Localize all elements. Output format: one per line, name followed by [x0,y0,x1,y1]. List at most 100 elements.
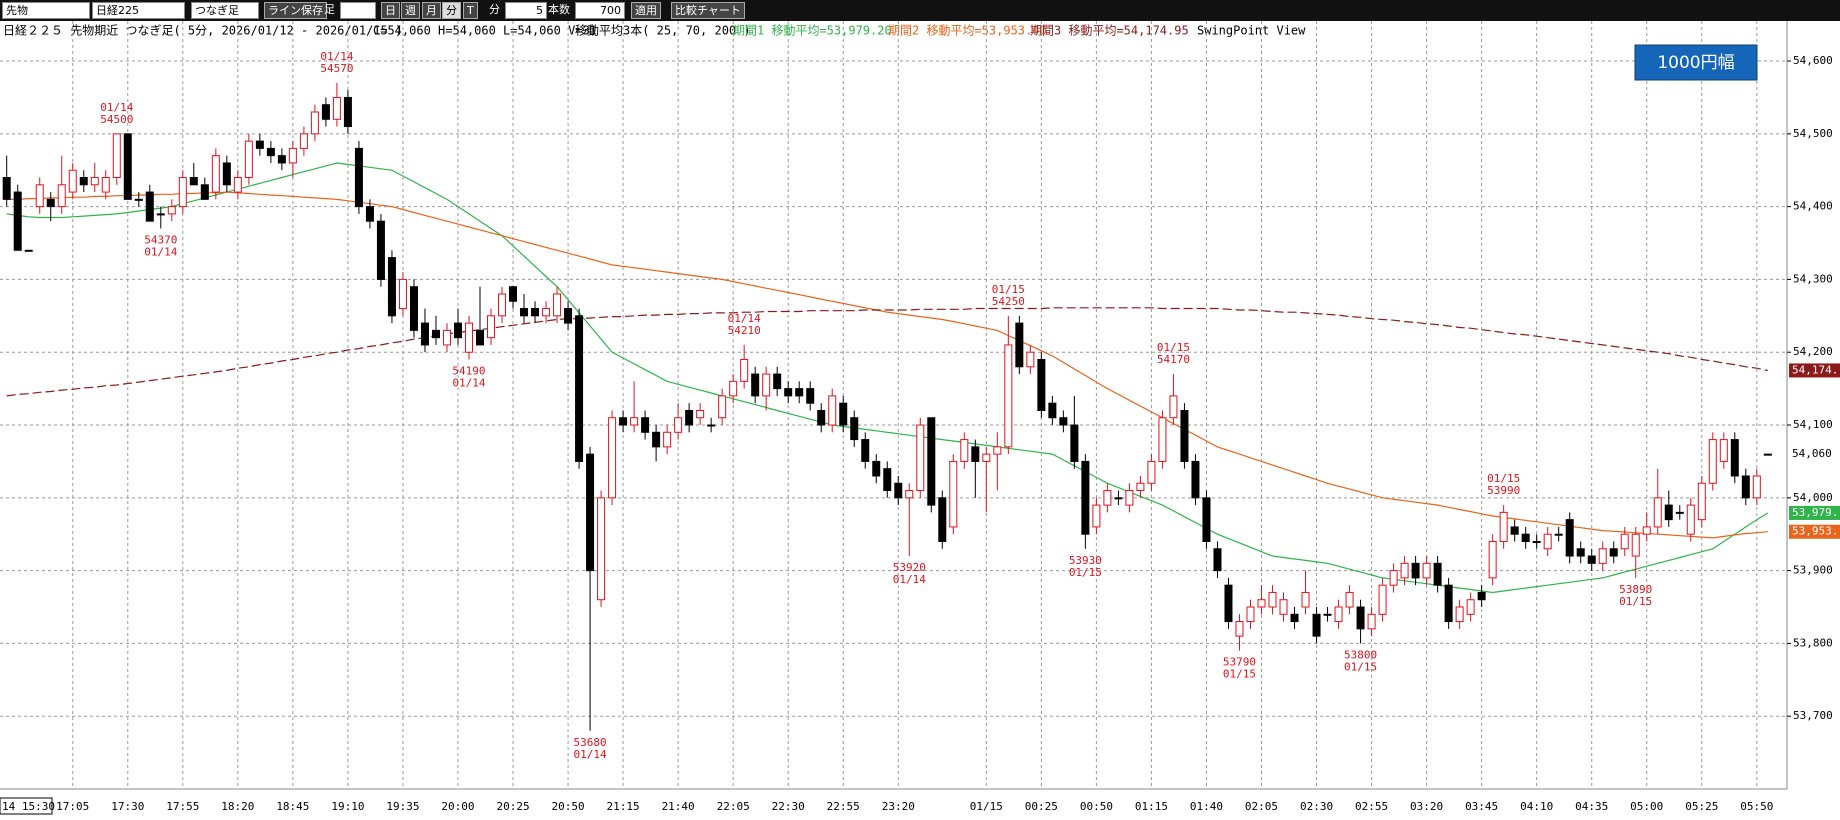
x-tick-label: 22:55 [827,800,860,813]
candle-body [905,490,914,499]
candle-body [1378,584,1387,615]
swing-date: 01/15 [1487,472,1520,485]
candle-body [464,322,473,353]
candle-body [1235,621,1244,637]
candle-body [376,220,385,280]
candle-body [927,417,936,506]
candle-body [564,308,573,324]
candle-body [1191,460,1200,499]
candle-body [1103,490,1112,506]
market-select[interactable]: 先物 [2,2,90,19]
candle-body [1323,613,1332,616]
candle-body [850,417,859,441]
candle-body [112,133,121,179]
price-tag [1789,363,1840,378]
candle-body [68,169,77,193]
apply-button[interactable]: 適用 [631,2,661,19]
compare-button[interactable]: 比較チャート [671,2,745,19]
candle-body [13,191,22,251]
price-tag [1789,505,1840,520]
candle-body [343,96,352,128]
swing-date: 01/14 [100,101,133,114]
x-tick-label: 18:45 [276,800,309,813]
candle-body [1565,519,1574,557]
price-tag [1789,524,1840,539]
candle-body [1741,475,1750,499]
candle-body [1169,395,1178,419]
candle-body [46,198,55,208]
x-tick-label: 00:50 [1080,800,1113,813]
price-tag-label: 54,060 [1792,447,1832,460]
bar-label: 足 [324,3,335,16]
candle-body [597,497,606,601]
y-tick-label: 53,800 [1793,636,1833,649]
candle-body [663,431,672,448]
symbol-select[interactable]: 日経225 [92,2,185,19]
swing-date: 01/15 [1069,566,1102,579]
candle-body [1488,540,1497,579]
candle-body [652,431,661,448]
candle-body [1070,424,1079,462]
candle-body [1466,599,1475,615]
candle-body [2,177,11,200]
interval-input[interactable]: 5 [505,2,547,19]
candle-body [1554,533,1563,536]
candle-body [1697,482,1706,521]
candle-body [431,329,440,339]
candle-body [1301,591,1310,608]
period-button[interactable]: 週 [401,2,420,19]
price-tag-label: 53,979. [1792,506,1838,519]
candle-body [420,322,429,346]
candle-body [883,468,892,492]
candle-body [1411,562,1420,579]
candle-body [1356,606,1365,630]
candle-body [1081,460,1090,535]
candle-body [1345,591,1354,608]
badge[interactable] [1634,44,1758,81]
candle-body [1675,511,1684,514]
swing-date: 01/14 [452,377,485,390]
y-tick-label: 54,000 [1793,491,1833,504]
x-tick-label: 01:15 [1135,800,1168,813]
price-tag-label: 54,174. [1792,363,1838,376]
count-input[interactable]: 700 [575,2,625,19]
candle-body [586,453,595,572]
candle-body [1631,533,1640,557]
period-button[interactable]: 分 [442,2,461,19]
candle-body [685,409,694,426]
period-button[interactable]: 月 [422,2,441,19]
kind-select[interactable]: つなぎ足 [191,2,259,19]
y-tick-label: 54,100 [1793,418,1833,431]
candle-body [509,286,518,302]
candle-body [244,140,253,179]
candle-body [1114,497,1123,500]
swing-date: 01/15 [1157,341,1190,354]
candle-body [1400,562,1409,579]
candle-body [1125,490,1134,506]
swing-date: 01/14 [144,245,177,258]
swing-date: 01/15 [1619,595,1652,608]
candle-body [277,155,286,164]
save-button[interactable]: ライン保存 [264,2,327,19]
swing-date: 01/15 [1344,660,1377,673]
candle-body [1752,475,1761,499]
candle-body [1598,548,1607,564]
candle-body [167,206,176,215]
x-tick-label: 18:20 [221,800,254,813]
period-button[interactable]: T [463,2,478,19]
info-ma: 移動平均3本( 25, 70, 200 ) [575,24,751,38]
candle-body [575,315,584,462]
x-tick-label: 23:20 [882,800,915,813]
candle-body [1213,548,1222,572]
x-tick-label: 00:25 [1025,800,1058,813]
y-tick-label: 54,200 [1793,345,1833,358]
candle-body [960,439,969,462]
candle-body [1048,402,1057,419]
candle-body [894,482,903,499]
candle-body [1510,526,1519,535]
candle-body [1455,606,1464,623]
x-tick-label: 05:50 [1740,800,1773,813]
period-button[interactable]: 日 [381,2,400,19]
candle-body [79,177,88,186]
bar-input[interactable] [340,2,376,19]
